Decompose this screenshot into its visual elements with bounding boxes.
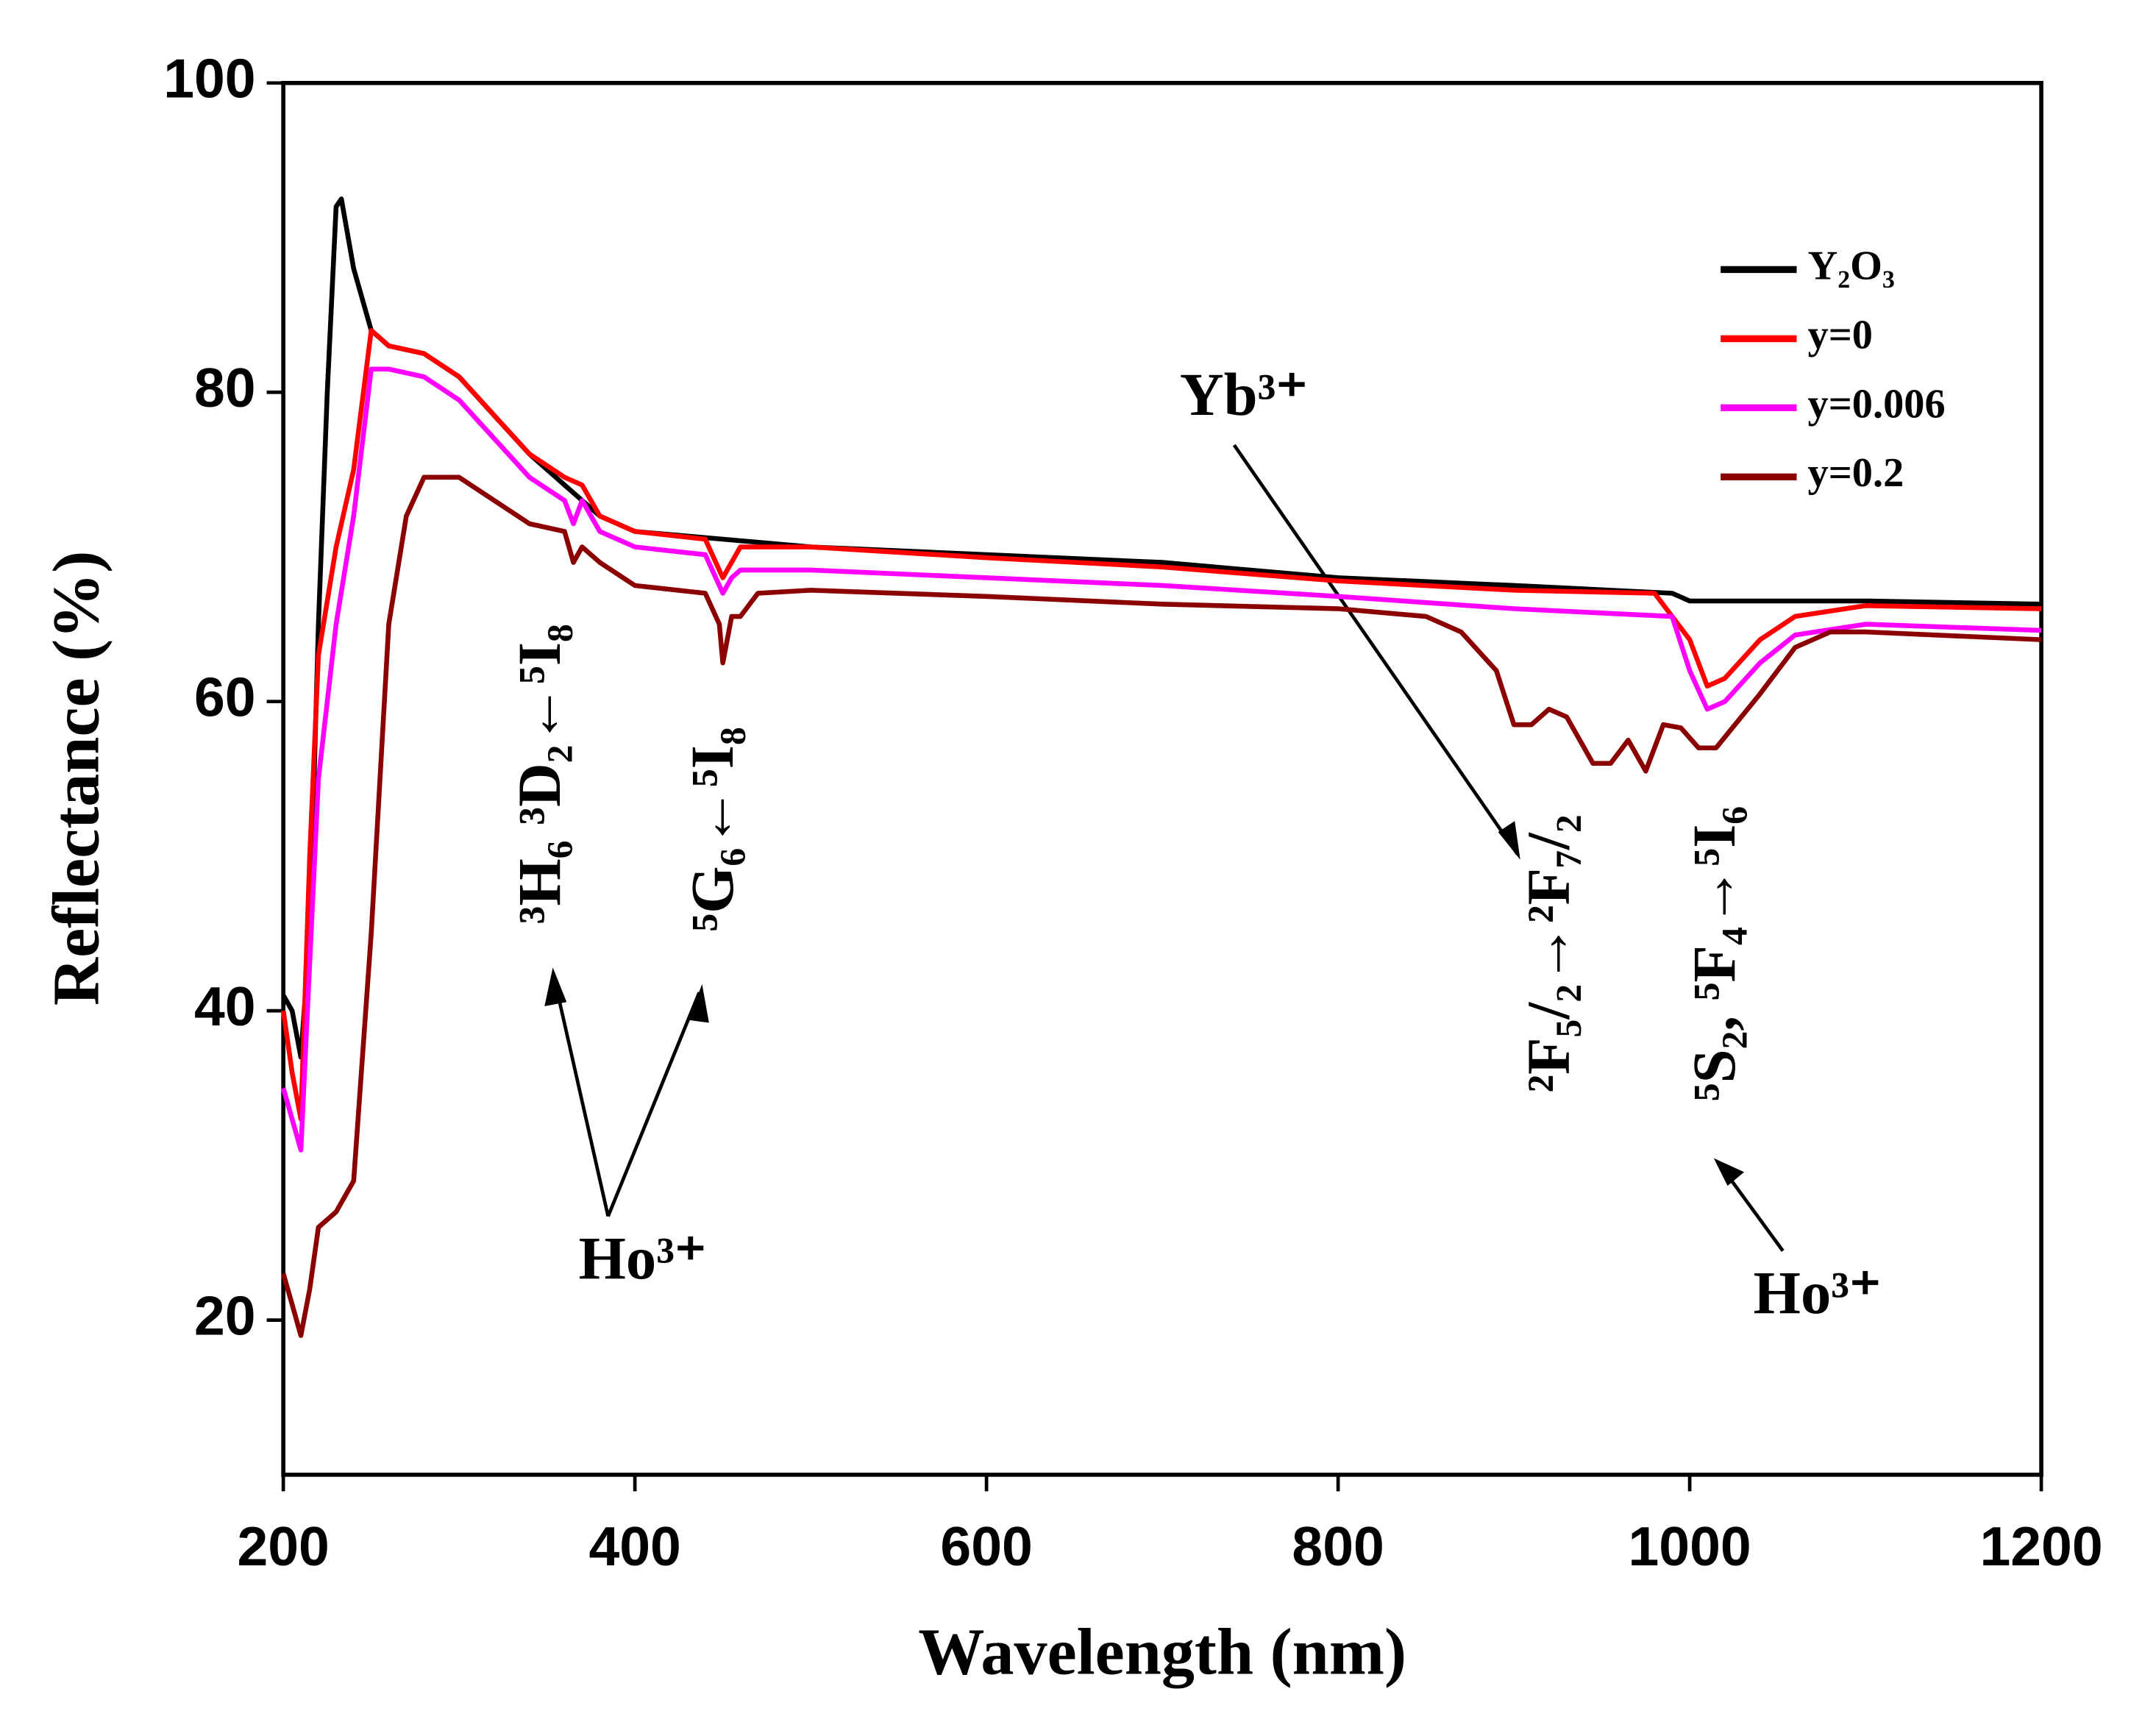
plot-frame — [281, 80, 2043, 1477]
annotation: ³H₆ ³D₂←⁵I₈ — [505, 624, 573, 924]
y-axis-label: Reflectance (%) — [39, 551, 113, 1006]
annotation: Ho³⁺ — [579, 1224, 707, 1292]
legend-label: Y₂O₃ — [1808, 243, 1895, 288]
x-tick-label: 800 — [1292, 1515, 1384, 1577]
x-tick-label: 600 — [940, 1515, 1032, 1577]
x-tick-label: 1200 — [1979, 1515, 2102, 1577]
annotation: ⁵S₂, ⁵F₄→⁵I₆ — [1680, 806, 1748, 1101]
legend-label: y=0.006 — [1808, 381, 1946, 427]
y-tick-label: 40 — [194, 975, 256, 1037]
arrowheads — [544, 821, 1745, 1187]
y-tick-label: 80 — [194, 357, 256, 419]
annotation: ⁵G₆←⁵I₈ — [678, 727, 746, 931]
legend-label: y=0.2 — [1808, 450, 1904, 496]
y-tick-label: 100 — [163, 48, 255, 110]
x-tick-label: 200 — [237, 1515, 329, 1577]
y-tick-label: 20 — [194, 1284, 256, 1346]
series-line — [280, 327, 2042, 1122]
series-line — [281, 366, 2042, 1153]
series-line — [281, 474, 2042, 1338]
x-axis-label: Wavelength (nm) — [918, 1615, 1406, 1688]
annotation: Ho³⁺ — [1754, 1259, 1882, 1326]
x-tick-label: 400 — [588, 1515, 680, 1577]
x-tick-label: 1000 — [1628, 1515, 1751, 1577]
y-tick-label: 60 — [194, 666, 256, 728]
annotation: Yb³⁺ — [1180, 360, 1308, 428]
annotation: ²F₅/₂→²F₇/₂ — [1515, 814, 1582, 1092]
legend-label: y=0 — [1808, 312, 1873, 357]
